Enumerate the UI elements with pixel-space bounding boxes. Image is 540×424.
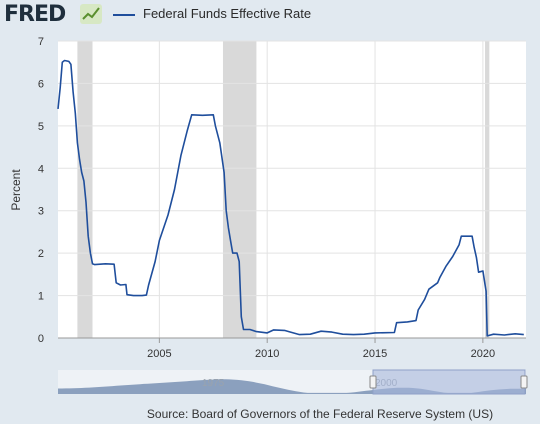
y-tick-labels: 0 1 2 3 4 5 6 7 — [38, 36, 44, 345]
source-note: Source: Board of Governors of the Federa… — [146, 407, 494, 421]
navigator-handle-right[interactable] — [520, 375, 528, 389]
navigator-selection[interactable] — [372, 369, 526, 395]
x-tick-label-2010: 2010 — [255, 348, 279, 360]
y-tick-label-2: 2 — [38, 248, 44, 260]
y-tick-label-6: 6 — [38, 78, 44, 90]
range-navigator[interactable]: 1975 2000 — [58, 369, 528, 395]
legend-swatch — [113, 14, 135, 16]
y-tick-label-3: 3 — [38, 206, 44, 218]
navigator-label-1975: 1975 — [202, 378, 225, 389]
y-tick-label-0: 0 — [38, 333, 44, 345]
y-tick-label-7: 7 — [38, 36, 44, 48]
x-tick-label-2015: 2015 — [363, 348, 387, 360]
plot-area — [58, 41, 526, 338]
x-tick-label-2005: 2005 — [147, 348, 171, 360]
legend-label: Federal Funds Effective Rate — [143, 6, 312, 21]
x-tick-label-2020: 2020 — [471, 348, 495, 360]
navigator-handle-left[interactable] — [369, 375, 377, 389]
fred-logo[interactable]: FRED — [4, 2, 66, 27]
series-line-federal-funds[interactable] — [57, 59, 524, 337]
y-tick-label-4: 4 — [38, 163, 44, 175]
y-tick-label-1: 1 — [38, 291, 44, 303]
recession-band-2 — [485, 41, 490, 338]
x-tick-labels: 2005 2010 2015 2020 — [58, 337, 526, 360]
y-axis-title: Percent — [9, 169, 23, 211]
chart-line-icon — [80, 4, 102, 24]
y-tick-label-5: 5 — [38, 121, 44, 133]
